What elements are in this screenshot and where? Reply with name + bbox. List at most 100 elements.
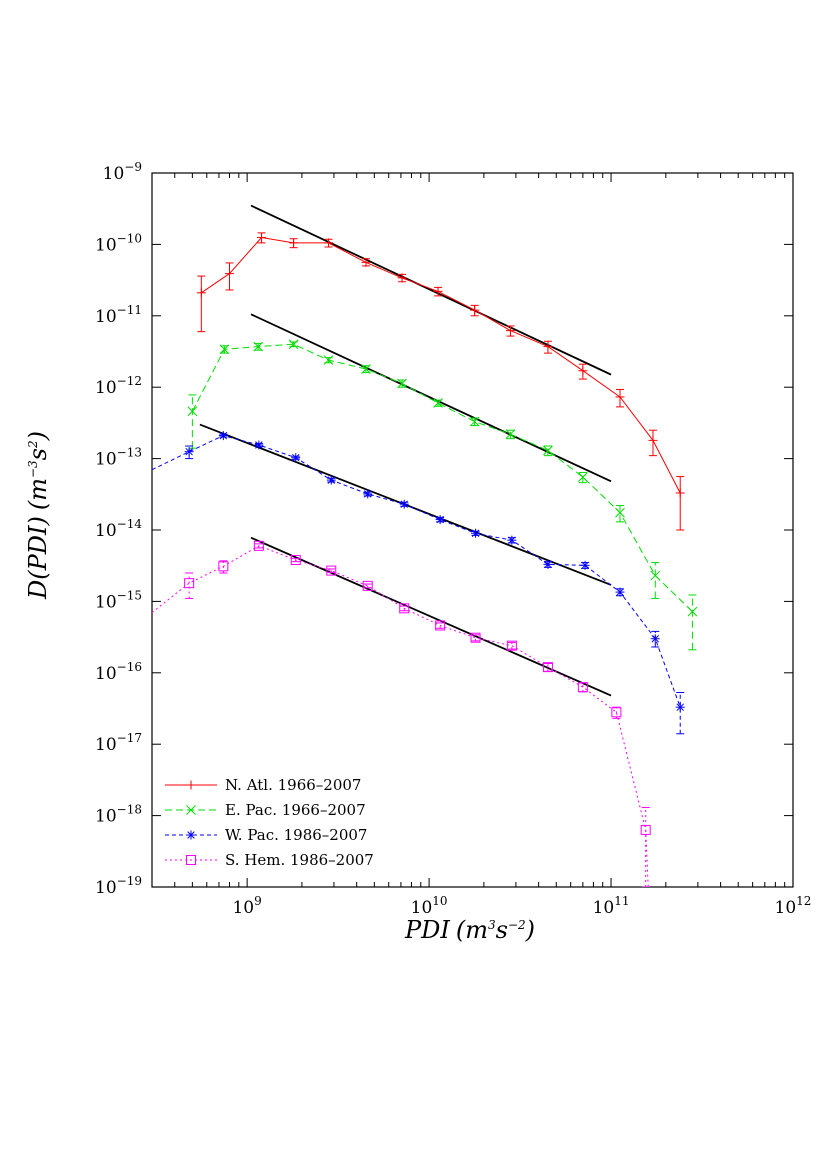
x-tick-base: 10: [593, 898, 615, 918]
series-3: [152, 540, 651, 887]
data-point: [219, 344, 230, 355]
fit-line: [250, 536, 612, 697]
data-point: [399, 603, 410, 614]
data-point: [187, 406, 198, 417]
data-point: [397, 378, 407, 389]
x-tick-label: 1011: [593, 894, 630, 918]
y-tick-base: 10: [95, 807, 117, 827]
data-point: [327, 476, 336, 484]
x-tick-base: 10: [411, 898, 433, 918]
y-tick-base: 10: [95, 735, 117, 755]
y-tick-exp: −15: [117, 588, 142, 602]
data-point: [542, 662, 553, 673]
y-tick-label: 10−17: [95, 731, 142, 755]
y-tick-label: 10−9: [103, 160, 142, 184]
data-point: [676, 703, 684, 711]
y-tick-label: 10−11: [95, 303, 142, 327]
x-tick-base: 10: [232, 898, 254, 918]
y-tick-base: 10: [95, 664, 117, 684]
y-tick-label: 10−15: [95, 588, 142, 612]
data-point: [506, 640, 517, 651]
y-tick-exp: −10: [117, 231, 142, 245]
data-point: [433, 398, 443, 408]
series-0: [196, 232, 685, 531]
y-axis-title: D(PDI)(m−3s2): [24, 431, 52, 600]
y-tick-label: 10−13: [95, 446, 142, 470]
y-tick-base: 10: [95, 878, 117, 898]
x-tick-label: 1010: [411, 894, 448, 918]
tick-labels: 109 1010 1011 101210−910−1010−1110−1210−131…: [95, 160, 811, 918]
data-point: [615, 507, 625, 518]
data-point: [616, 588, 624, 596]
data-point: [323, 355, 334, 365]
x-tick-base: 10: [775, 898, 797, 918]
y-tick-exp: −17: [117, 731, 142, 745]
data-point: [508, 536, 516, 544]
data-point: [505, 429, 516, 440]
data-point: [253, 341, 264, 352]
y-tick-label: 10−12: [95, 374, 142, 398]
x-tick-exp: 10: [432, 894, 447, 908]
data-point: [544, 560, 552, 569]
series-line: [152, 435, 681, 708]
data-point: [469, 416, 480, 427]
y-tick-exp: −11: [117, 303, 142, 317]
fit-line: [250, 313, 612, 483]
x-axis-title: PDI (m3s−2): [404, 916, 535, 944]
legend-label: N. Atl. 1966–2007: [225, 776, 361, 794]
data-point: [687, 606, 698, 617]
data-point: [581, 561, 589, 570]
data-point: [640, 824, 651, 835]
legend-label: S. Hem. 1986–2007: [225, 851, 374, 869]
y-tick-label: 10−14: [95, 517, 142, 541]
data-point: [362, 580, 373, 591]
data-point: [290, 555, 301, 566]
y-tick-exp: −12: [117, 374, 142, 388]
series-line: [152, 545, 649, 887]
data-series: [152, 232, 698, 887]
axes: [151, 172, 794, 888]
data-point: [578, 472, 588, 482]
y-tick-label: 10−10: [95, 231, 142, 255]
y-tick-base: 10: [103, 164, 125, 184]
y-tick-exp: −13: [117, 446, 142, 460]
data-point: [650, 570, 661, 581]
x-tick-exp: 9: [254, 894, 262, 908]
legend: N. Atl. 1966–2007 E. Pac. 1966–2007 W. Pac…: [165, 776, 374, 869]
data-point: [184, 578, 195, 589]
legend-marker: [186, 805, 196, 815]
data-point: [400, 500, 408, 508]
data-point: [611, 707, 622, 718]
legend-label: E. Pac. 1966–2007: [225, 801, 366, 819]
data-point: [361, 364, 371, 374]
y-tick-exp: −14: [117, 517, 143, 531]
legend-marker: [186, 855, 196, 865]
y-tick-exp: −19: [117, 874, 142, 888]
series-1: [187, 339, 698, 651]
data-point: [435, 620, 446, 631]
y-tick-exp: −16: [117, 660, 142, 674]
data-point: [364, 490, 372, 498]
y-tick-label: 10−19: [95, 874, 142, 898]
series-line: [191, 343, 693, 612]
y-tick-exp: −9: [124, 160, 142, 174]
x-tick-label: 1012: [775, 894, 812, 918]
data-point: [470, 632, 481, 643]
series-2: [152, 431, 685, 735]
x-tick-exp: 11: [614, 894, 629, 908]
y-tick-base: 10: [95, 450, 117, 470]
legend-marker: [187, 831, 195, 839]
data-point: [326, 565, 337, 576]
data-point: [219, 431, 228, 440]
data-point: [577, 682, 588, 693]
data-point: [253, 540, 264, 551]
series-line: [201, 236, 681, 494]
data-point: [185, 447, 193, 456]
data-point: [218, 561, 229, 572]
y-tick-base: 10: [95, 592, 117, 612]
x-tick-exp: 12: [796, 894, 811, 908]
data-point: [471, 529, 480, 537]
y-tick-base: 10: [95, 307, 117, 327]
legend-label: W. Pac. 1986–2007: [225, 826, 367, 844]
